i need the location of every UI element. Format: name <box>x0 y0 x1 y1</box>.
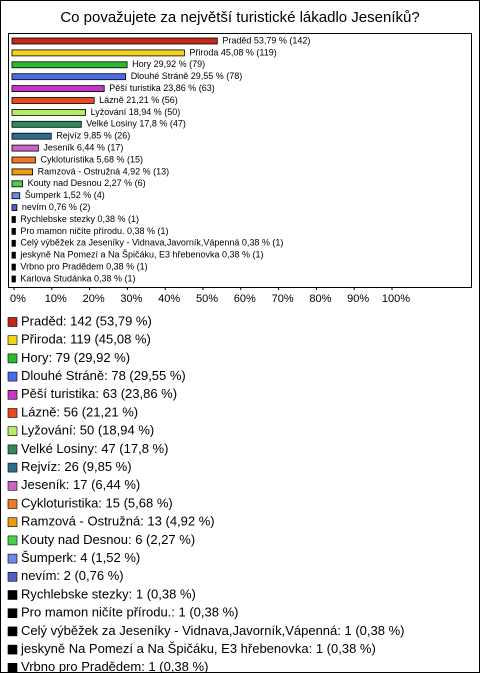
bar-label: Celý výběžek za Jeseníky - Vidnava,Javor… <box>20 238 283 248</box>
bar-label: Lyžování 18,94 % (50) <box>91 107 181 117</box>
bar-label: Kouty nad Desnou 2,27 % (6) <box>28 178 146 188</box>
x-tick-label: 0% <box>10 293 26 305</box>
legend-swatch <box>7 590 18 600</box>
x-tick-label: 50% <box>196 293 218 305</box>
bar <box>11 239 16 247</box>
legend-label: Ramzová - Ostružná: 13 (4,92 %) <box>21 514 215 529</box>
legend-swatch <box>7 517 18 528</box>
legend-swatch <box>7 317 18 327</box>
bar-label: nevím 0,76 % (2) <box>22 202 91 212</box>
bar <box>11 37 218 45</box>
bar-label: Ramzová - Ostružná 4,92 % (13) <box>38 166 170 176</box>
legend-swatch <box>7 408 18 418</box>
legend-swatch <box>7 644 18 655</box>
bar-label: Šumperk 1,52 % (4) <box>25 190 105 200</box>
legend-label: Šumperk: 4 (1,52 %) <box>21 550 140 565</box>
bar-label: Pěší turistika 23,86 % (63) <box>109 83 215 93</box>
legend-swatch <box>7 499 18 509</box>
legend-label: Celý výběžek za Jeseníky - Vidnava,Javor… <box>21 623 404 638</box>
bar <box>11 120 82 128</box>
legend-label: Pěší turistika: 63 (23,86 %) <box>21 386 177 401</box>
legend-swatch <box>7 371 18 382</box>
legend-label: Praděd: 142 (53,79 %) <box>21 313 152 328</box>
x-tick-label: 30% <box>120 293 142 305</box>
x-tick-label: 60% <box>234 293 256 305</box>
legend-label: Vrbno pro Pradědem: 1 (0,38 %) <box>21 659 208 673</box>
bar <box>11 49 185 57</box>
legend-swatch <box>7 480 18 491</box>
legend-swatch <box>7 389 18 400</box>
legend-label: jeskyně Na Pomezí a Na Špičáku, E3 hřebe… <box>20 641 376 656</box>
bar <box>11 204 18 212</box>
x-tick-label: 80% <box>309 293 331 305</box>
legend-label: nevím: 2 (0,76 %) <box>21 568 124 583</box>
bar <box>11 216 16 223</box>
bar <box>11 132 52 140</box>
bar-label: Pro mamon ničíte přírodu. 0,38 % (1) <box>20 226 168 236</box>
legend-swatch <box>7 626 18 637</box>
bar-label: Jeseník 6,44 % (17) <box>43 142 123 152</box>
legend-label: Rejvíz: 26 (9,85 %) <box>21 459 132 474</box>
bar <box>11 227 16 235</box>
bar <box>11 61 128 69</box>
legend-label: Hory: 79 (29,92 %) <box>21 350 130 365</box>
legend-label: Přiroda: 119 (45,08 %) <box>21 332 151 347</box>
bar-label: Praděd 53,79 % (142) <box>222 35 310 45</box>
legend-label: Lyžování: 50 (18,94 %) <box>21 423 154 438</box>
bar-label: Hory 29,92 % (79) <box>132 59 205 69</box>
bar <box>11 97 95 104</box>
bar <box>11 192 21 200</box>
legend-swatch <box>7 662 18 673</box>
legend-label: Velké Losiny: 47 (17,8 %) <box>21 441 168 456</box>
legend-label: Cykloturistika: 15 (5,68 %) <box>21 495 173 510</box>
legend-swatch <box>7 353 18 364</box>
legend-swatch <box>7 444 18 455</box>
bar <box>11 156 36 164</box>
bar-label: Lázně 21,21 % (56) <box>99 95 178 105</box>
legend-label: Jeseník: 17 (6,44 %) <box>21 477 140 492</box>
bar <box>11 180 23 188</box>
x-tick-label: 90% <box>347 293 369 305</box>
bar-label: Přiroda 45,08 % (119) <box>189 47 276 57</box>
x-tick-label: 10% <box>45 293 67 305</box>
legend-swatch <box>7 426 18 437</box>
bar <box>11 85 105 92</box>
bar <box>11 73 127 81</box>
legend-label: Lázně: 56 (21,21 %) <box>21 404 138 419</box>
bar-label: Rychlebske stezky 0,38 % (1) <box>20 214 139 224</box>
legend-swatch <box>7 335 18 346</box>
bar-label: Velké Losiny 17,8 % (47) <box>86 119 186 129</box>
x-tick-label: 70% <box>272 293 294 305</box>
bar <box>11 168 33 176</box>
bar <box>11 275 16 283</box>
bar-label: Karlova Studánka 0,38 % (1) <box>20 273 135 283</box>
x-tick-label: 40% <box>158 293 180 305</box>
legend-label: Kouty nad Desnou: 6 (2,27 %) <box>21 532 195 547</box>
legend-swatch <box>7 553 18 564</box>
chart-title: Co považujete za největší turistické lák… <box>60 9 419 26</box>
legend-swatch <box>7 535 18 546</box>
legend-label: Pro mamon ničíte přírodu.: 1 (0,38 %) <box>21 605 238 620</box>
bar-label: Rejvíz 9,85 % (26) <box>56 131 130 141</box>
bar-label: jeskyně Na Pomezí a Na Špičáku, E3 hřebe… <box>19 250 263 260</box>
bar <box>11 144 39 152</box>
legend-swatch <box>7 571 18 582</box>
bar <box>11 263 16 271</box>
bar <box>11 109 86 116</box>
x-tick-label: 100% <box>382 293 410 305</box>
x-tick-label: 20% <box>83 293 105 305</box>
legend-label: Rychlebske stezky: 1 (0,38 %) <box>21 586 196 601</box>
legend-label: Dlouhé Stráně: 78 (29,55 %) <box>21 368 186 383</box>
bar <box>11 251 16 259</box>
legend-swatch <box>7 462 18 473</box>
bar-label: Vrbno pro Pradědem 0,38 % (1) <box>20 261 147 271</box>
legend-swatch <box>7 608 18 619</box>
bar-label: Dlouhé Stráně 29,55 % (78) <box>131 71 243 81</box>
bar-label: Cykloturistika 5,68 % (15) <box>40 154 143 164</box>
